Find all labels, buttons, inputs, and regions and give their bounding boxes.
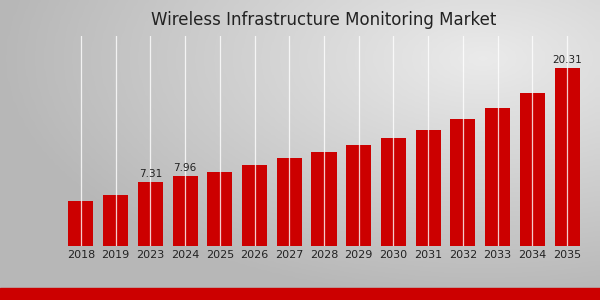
- Bar: [207, 172, 232, 246]
- Bar: [381, 137, 406, 246]
- Bar: [520, 93, 545, 246]
- Bar: [346, 145, 371, 246]
- Bar: [173, 176, 197, 246]
- Text: 7.31: 7.31: [139, 169, 162, 178]
- Bar: [451, 119, 475, 246]
- Bar: [416, 130, 441, 246]
- Bar: [242, 165, 267, 246]
- Text: 20.31: 20.31: [552, 55, 582, 65]
- Bar: [277, 158, 302, 246]
- Bar: [0, 288, 600, 300]
- Text: 7.96: 7.96: [173, 163, 197, 173]
- Bar: [554, 68, 580, 246]
- Title: Wireless Infrastructure Monitoring Market: Wireless Infrastructure Monitoring Marke…: [151, 11, 497, 29]
- Bar: [485, 108, 510, 246]
- Bar: [103, 195, 128, 246]
- Bar: [68, 200, 94, 246]
- Bar: [311, 152, 337, 246]
- Bar: [138, 182, 163, 246]
